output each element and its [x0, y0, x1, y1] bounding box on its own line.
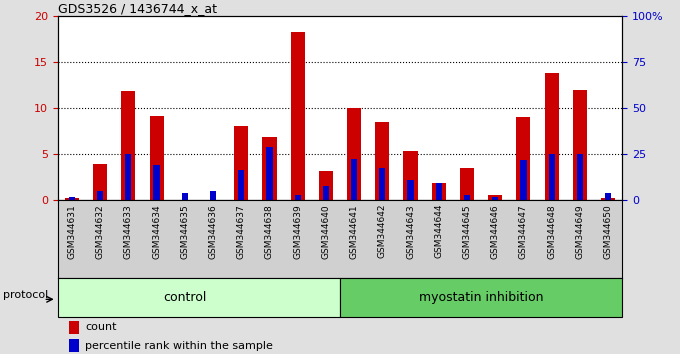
Bar [182, 193, 188, 200]
Text: GSM344631: GSM344631 [67, 204, 76, 259]
Bar [407, 180, 413, 200]
Bar [403, 151, 418, 200]
Bar [577, 154, 583, 200]
Text: GSM344648: GSM344648 [547, 204, 556, 258]
Bar [545, 73, 559, 200]
Bar [379, 168, 386, 200]
Bar [347, 108, 361, 200]
Bar [65, 198, 79, 200]
Text: GSM344633: GSM344633 [124, 204, 133, 259]
Text: GSM344649: GSM344649 [575, 204, 584, 258]
Bar [436, 183, 442, 200]
Bar [150, 116, 164, 200]
Bar [488, 195, 503, 200]
Bar [267, 147, 273, 200]
Bar [573, 90, 587, 200]
Bar [294, 195, 301, 200]
Text: GSM344643: GSM344643 [406, 204, 415, 258]
Bar [323, 186, 329, 200]
Text: percentile rank within the sample: percentile rank within the sample [85, 341, 273, 351]
Text: GSM344647: GSM344647 [519, 204, 528, 258]
Bar [605, 193, 611, 200]
Text: GSM344634: GSM344634 [152, 204, 161, 258]
Bar [432, 183, 446, 200]
Text: GSM344638: GSM344638 [265, 204, 274, 259]
Bar [460, 168, 474, 200]
Text: GSM344635: GSM344635 [180, 204, 189, 259]
Bar [234, 126, 248, 200]
Bar [93, 164, 107, 200]
Text: GSM344641: GSM344641 [350, 204, 358, 258]
Bar [375, 122, 390, 200]
Bar [516, 117, 530, 200]
Bar [340, 278, 622, 317]
Text: control: control [163, 291, 207, 304]
Text: GSM344644: GSM344644 [435, 204, 443, 258]
Bar [121, 91, 135, 200]
Bar [601, 198, 615, 200]
Bar [549, 154, 555, 200]
Bar [69, 197, 75, 200]
Bar [125, 154, 131, 200]
Text: GSM344646: GSM344646 [491, 204, 500, 258]
Bar [290, 33, 305, 200]
Bar [464, 195, 470, 200]
Bar [69, 339, 80, 352]
Bar [97, 191, 103, 200]
Text: count: count [85, 322, 116, 332]
Text: GSM344642: GSM344642 [378, 204, 387, 258]
Text: myostatin inhibition: myostatin inhibition [419, 291, 543, 304]
Text: GSM344637: GSM344637 [237, 204, 245, 259]
Text: GSM344645: GSM344645 [462, 204, 471, 258]
Bar [351, 159, 357, 200]
Text: GSM344632: GSM344632 [96, 204, 105, 258]
Text: GSM344639: GSM344639 [293, 204, 302, 259]
Bar [319, 171, 333, 200]
Bar [210, 191, 216, 200]
Bar [520, 160, 526, 200]
Text: GSM344640: GSM344640 [322, 204, 330, 258]
Bar [58, 278, 340, 317]
Bar [69, 321, 80, 333]
Bar [492, 197, 498, 200]
Bar [262, 137, 277, 200]
Text: protocol: protocol [3, 290, 48, 301]
Text: GDS3526 / 1436744_x_at: GDS3526 / 1436744_x_at [58, 2, 217, 15]
Text: GSM344650: GSM344650 [604, 204, 613, 259]
Bar [238, 170, 244, 200]
Bar [154, 165, 160, 200]
Text: GSM344636: GSM344636 [209, 204, 218, 259]
